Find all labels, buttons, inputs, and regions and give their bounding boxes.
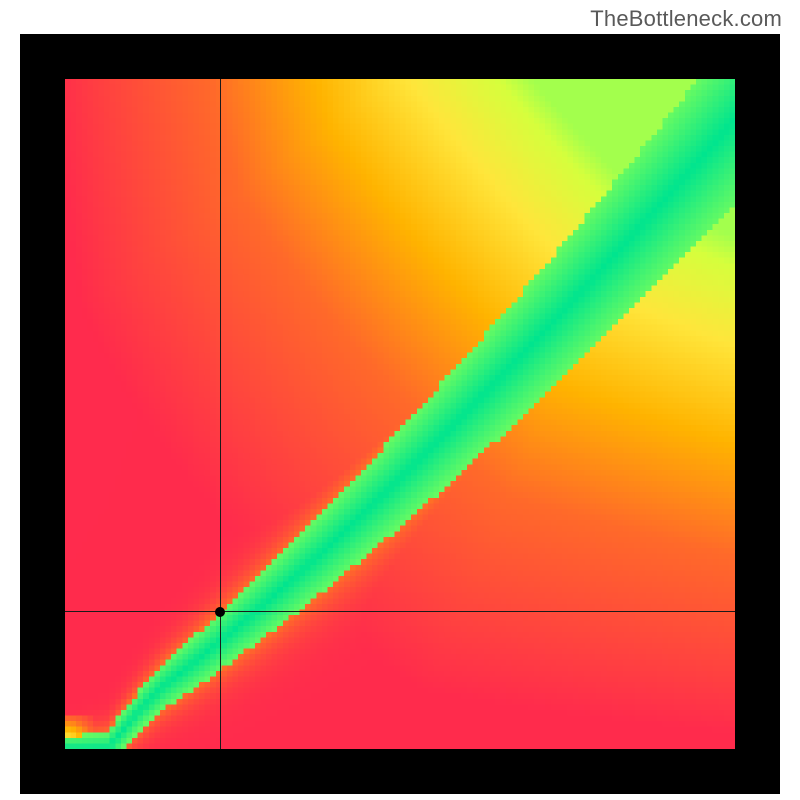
watermark-text: TheBottleneck.com — [590, 6, 782, 32]
heatmap-canvas — [65, 79, 735, 749]
crosshair-vertical — [220, 79, 221, 749]
crosshair-marker — [215, 607, 225, 617]
plot-frame — [20, 34, 780, 794]
crosshair-horizontal — [65, 611, 735, 612]
heatmap-area — [65, 79, 735, 749]
